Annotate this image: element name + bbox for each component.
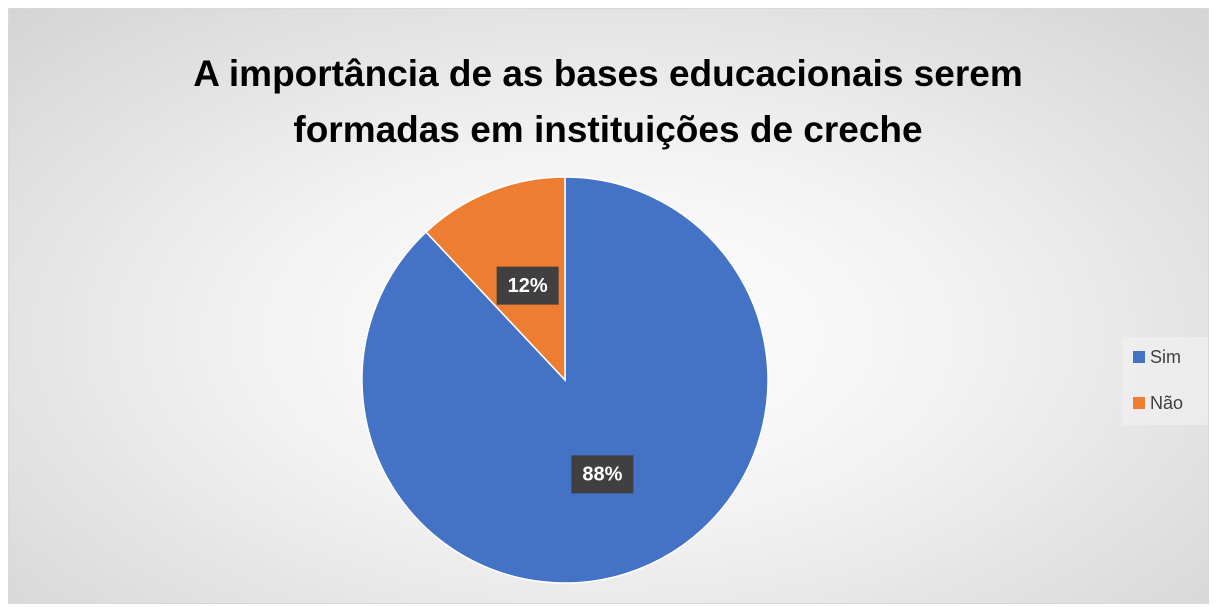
data-label-box bbox=[496, 266, 559, 305]
pie-slice bbox=[424, 176, 566, 382]
data-label: 88% bbox=[582, 464, 622, 486]
legend-label: Não bbox=[1150, 393, 1183, 413]
data-label-box bbox=[571, 455, 634, 494]
legend-swatch bbox=[1133, 351, 1145, 363]
legend-swatch bbox=[1133, 397, 1145, 409]
data-label: 12% bbox=[508, 275, 548, 297]
legend-label: Sim bbox=[1150, 347, 1181, 367]
chart-title: A importância de as bases educacionais s… bbox=[193, 53, 1023, 150]
